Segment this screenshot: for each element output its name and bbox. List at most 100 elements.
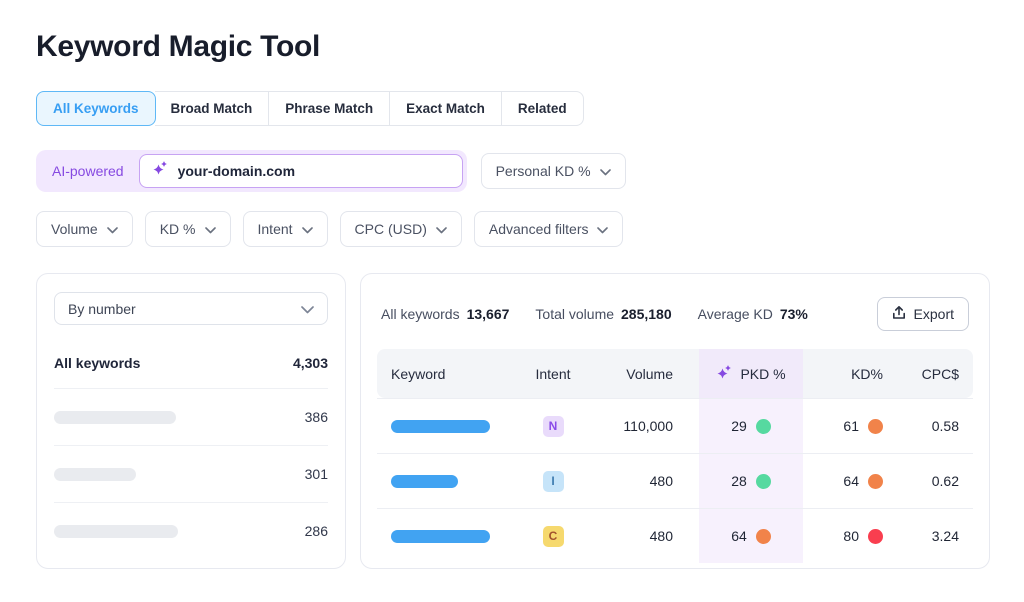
filter-intent[interactable]: Intent [242,211,328,247]
domain-input[interactable] [177,163,450,179]
filters-row: Volume KD % Intent CPC (USD) Advanced fi… [36,211,990,247]
chevron-down-icon [436,221,447,237]
group-count: 301 [304,466,328,482]
stat-label: Average KD [697,306,773,322]
kd-difficulty-dot [868,418,883,434]
export-icon [892,305,906,323]
tab-exact-match[interactable]: Exact Match [390,91,502,126]
export-button[interactable]: Export [876,297,969,331]
sparkle-icon [152,160,169,182]
filter-cpc-label: CPC (USD) [354,221,427,237]
domain-input-wrap[interactable] [138,154,463,188]
group-count: 386 [304,409,328,425]
keyword-groups-panel: By number All keywords 4,303 386 301 286 [36,273,346,569]
tab-phrase-match[interactable]: Phrase Match [269,91,391,126]
filter-kd[interactable]: KD % [144,211,231,247]
keyword-placeholder-bar [391,529,490,543]
filter-volume[interactable]: Volume [36,211,133,247]
column-header-volume[interactable]: Volume [626,365,673,382]
stat-label: All keywords [381,306,460,322]
group-placeholder-bar [54,467,136,481]
volume-value: 480 [649,473,673,489]
pkd-value: 28 [731,473,747,489]
personal-kd-label: Personal KD % [495,163,591,179]
filter-advanced-label: Advanced filters [488,221,589,237]
chevron-down-icon [599,163,611,179]
search-bar-row: AI-powered Personal KD % [36,150,990,192]
page-title: Keyword Magic Tool [36,30,321,63]
kd-value: 61 [843,418,859,434]
sparkle-icon [716,364,733,384]
chevron-down-icon [597,221,609,237]
match-type-tabs: All Keywords Broad Match Phrase Match Ex… [36,91,584,126]
kd-value: 64 [843,473,859,489]
column-header-pkd-label: PKD % [740,365,786,382]
pkd-difficulty-dot [755,418,771,434]
chevron-down-icon [301,301,314,317]
stat-label: Total volume [535,306,615,322]
filter-intent-label: Intent [257,221,293,237]
tab-all-keywords[interactable]: All Keywords [36,91,156,126]
stat-value: 73% [779,306,808,322]
pkd-value: 29 [731,418,747,434]
cpc-value: 0.58 [931,418,959,434]
summary-stats-row: All keywords 13,667 Total volume 285,180… [377,291,973,349]
chevron-down-icon [106,221,118,237]
keyword-placeholder-bar [391,419,490,433]
export-label: Export [913,306,954,322]
chevron-down-icon [204,221,216,237]
column-header-intent[interactable]: Intent [535,365,571,382]
cpc-value: 3.24 [931,528,959,544]
stat-average-kd: Average KD 73% [698,306,808,322]
stat-total-volume: Total volume 285,180 [535,306,671,322]
column-header-cpc[interactable]: CPC$ [921,365,959,382]
kd-difficulty-dot [868,528,883,544]
tab-broad-match[interactable]: Broad Match [154,91,270,126]
group-sort-label: By number [68,300,136,317]
intent-badge: C [542,525,564,547]
pkd-difficulty-dot [755,528,771,544]
stat-value: 13,667 [466,306,510,322]
filter-advanced[interactable]: Advanced filters [473,211,624,247]
table-row[interactable]: N 110,000 29 61 0.58 [377,398,973,453]
personal-kd-dropdown[interactable]: Personal KD % [480,153,626,189]
table-header: Keyword Intent Volume PKD % [377,349,973,398]
group-placeholder-bar [54,524,178,538]
filter-volume-label: Volume [51,221,98,237]
keyword-group-row[interactable]: 301 [54,446,328,503]
intent-badge: N [542,415,564,437]
kd-value: 80 [843,528,859,544]
filter-cpc[interactable]: CPC (USD) [339,211,462,247]
keywords-table: Keyword Intent Volume PKD % [377,349,973,563]
column-header-pkd[interactable]: PKD % [699,349,803,398]
column-header-kd[interactable]: KD% [851,365,883,382]
all-keywords-group[interactable]: All keywords 4,303 [54,345,328,389]
table-row[interactable]: I 480 28 64 0.62 [377,453,973,508]
keyword-group-row[interactable]: 386 [54,389,328,446]
tab-related[interactable]: Related [501,91,584,126]
column-header-keyword[interactable]: Keyword [391,365,446,382]
intent-badge: I [542,470,564,492]
ai-powered-pill: AI-powered [36,150,467,192]
pkd-value: 64 [731,528,747,544]
ai-powered-label: AI-powered [52,163,124,179]
all-keywords-group-label: All keywords [54,355,141,371]
table-row[interactable]: C 480 64 80 3.24 [377,508,973,563]
main-content: By number All keywords 4,303 386 301 286 [36,273,990,569]
all-keywords-group-count: 4,303 [292,355,328,371]
cpc-value: 0.62 [931,473,959,489]
pkd-difficulty-dot [755,473,771,489]
filter-kd-label: KD % [159,221,196,237]
group-count: 286 [304,523,328,539]
keyword-group-row[interactable]: 286 [54,503,328,559]
stat-all-keywords: All keywords 13,667 [381,306,509,322]
stat-value: 285,180 [621,306,672,322]
volume-value: 480 [649,528,673,544]
keyword-placeholder-bar [391,474,458,488]
volume-value: 110,000 [623,418,673,434]
chevron-down-icon [301,221,313,237]
kd-difficulty-dot [868,473,883,489]
group-sort-select[interactable]: By number [54,292,328,325]
keyword-magic-tool-page: Keyword Magic Tool All Keywords Broad Ma… [36,30,990,569]
group-placeholder-bar [54,410,176,424]
